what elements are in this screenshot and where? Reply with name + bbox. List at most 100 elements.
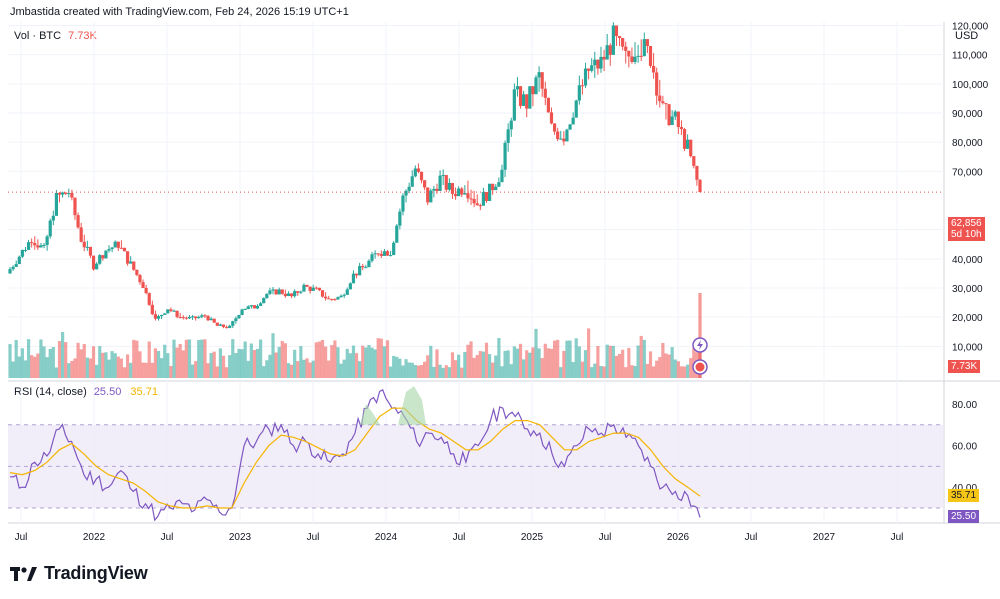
candle-body bbox=[633, 56, 637, 62]
volume-bar bbox=[342, 359, 346, 378]
tradingview-logo-icon bbox=[10, 566, 37, 581]
volume-bar bbox=[382, 346, 386, 378]
volume-bar bbox=[518, 343, 523, 378]
candle-body bbox=[293, 291, 297, 297]
volume-bar bbox=[472, 357, 476, 378]
volume-bar bbox=[101, 352, 105, 378]
candle-body bbox=[447, 182, 451, 190]
volume-bar bbox=[163, 344, 167, 378]
price-tick-label: 30,000 bbox=[952, 284, 983, 295]
volume-bar bbox=[611, 345, 615, 378]
volume-bar bbox=[228, 355, 232, 378]
bar-countdown: 5d 10h bbox=[951, 229, 982, 240]
volume-bar bbox=[370, 347, 374, 378]
rsi-ma-legend-value: 35.71 bbox=[130, 386, 158, 398]
candle-body bbox=[543, 88, 547, 98]
candle-body bbox=[497, 182, 501, 187]
price-tick-label: 40,000 bbox=[952, 255, 983, 266]
candle-body bbox=[342, 294, 346, 296]
currency-label[interactable]: USD bbox=[955, 30, 979, 42]
rsi-tag: 25.50 bbox=[948, 510, 980, 523]
volume-bar bbox=[500, 366, 504, 378]
candle-body bbox=[509, 120, 513, 130]
candle-body bbox=[596, 59, 600, 69]
candle-body bbox=[249, 305, 253, 307]
candle-body bbox=[98, 255, 102, 264]
candle-body bbox=[593, 59, 597, 66]
volume-legend-label: Vol · BTC bbox=[14, 30, 62, 42]
candle-body bbox=[398, 211, 402, 226]
volume-bar bbox=[314, 342, 318, 378]
volume-legend[interactable]: Vol · BTC 7.73K bbox=[14, 30, 97, 42]
candle-body bbox=[289, 293, 294, 297]
volume-bar bbox=[419, 364, 424, 378]
volume-bar bbox=[330, 345, 334, 378]
candle-body bbox=[48, 220, 52, 237]
volume-bar bbox=[76, 342, 80, 378]
tradingview-logo[interactable]: TradingView bbox=[10, 563, 148, 584]
volume-bar bbox=[605, 344, 609, 378]
rsi-legend[interactable]: RSI (14, close) 25.50 35.71 bbox=[14, 386, 158, 398]
volume-bar bbox=[265, 360, 269, 378]
candle-body bbox=[565, 129, 569, 142]
volume-bar bbox=[135, 340, 139, 378]
candle-body bbox=[178, 316, 182, 318]
candle-body bbox=[104, 250, 108, 259]
candle-body bbox=[531, 86, 535, 95]
candle-body bbox=[364, 267, 368, 269]
rsi-line bbox=[9, 388, 701, 522]
candle-body bbox=[392, 242, 396, 256]
volume-bar bbox=[67, 363, 71, 378]
candle-body bbox=[679, 127, 684, 130]
volume-bar bbox=[354, 353, 359, 378]
volume-bar bbox=[574, 338, 578, 378]
candle-body bbox=[695, 165, 699, 180]
volume-bar bbox=[45, 357, 49, 378]
volume-bar bbox=[614, 355, 619, 378]
volume-bar bbox=[73, 358, 77, 378]
candle-body bbox=[481, 192, 486, 206]
time-tick-label: 2022 bbox=[83, 532, 106, 543]
volume-bar bbox=[568, 340, 572, 378]
volume-bar bbox=[682, 366, 687, 378]
volume-tag: 7.73K bbox=[948, 360, 981, 373]
volume-bar bbox=[636, 345, 640, 378]
volume-bar bbox=[484, 342, 489, 378]
volume-bar bbox=[491, 362, 495, 378]
candle-body bbox=[280, 289, 284, 294]
candle-body bbox=[302, 284, 306, 292]
candle-body bbox=[472, 199, 476, 204]
candle-body bbox=[494, 186, 498, 191]
candle-body bbox=[636, 55, 640, 57]
candle-body bbox=[602, 56, 606, 60]
candle-body bbox=[135, 269, 139, 275]
volume-bar bbox=[91, 346, 96, 378]
candle-body bbox=[101, 255, 105, 259]
candle-body bbox=[39, 245, 43, 248]
volume-bar bbox=[429, 345, 433, 378]
volume-bar bbox=[599, 365, 603, 378]
volume-bar bbox=[129, 362, 133, 378]
volume-bar bbox=[221, 355, 226, 378]
volume-bar bbox=[224, 367, 229, 378]
volume-bar bbox=[110, 351, 114, 378]
volume-bar bbox=[308, 362, 312, 378]
last-price-value: 62,856 bbox=[951, 218, 982, 229]
volume-bar bbox=[621, 349, 625, 378]
volume-bar bbox=[299, 346, 303, 378]
candle-body bbox=[562, 138, 566, 142]
volume-bar bbox=[212, 351, 216, 378]
candle-body bbox=[33, 243, 37, 246]
candle-body bbox=[339, 295, 343, 298]
volume-bar bbox=[42, 346, 46, 378]
volume-bar bbox=[178, 343, 182, 378]
candle-body bbox=[286, 293, 291, 297]
volume-bar bbox=[215, 366, 219, 378]
candle-body bbox=[14, 264, 18, 267]
candle-body bbox=[686, 139, 690, 149]
volume-bar bbox=[361, 345, 365, 378]
volume-bar bbox=[209, 353, 213, 378]
rsi-tick-label: 40.00 bbox=[952, 483, 977, 494]
volume-bar bbox=[531, 347, 535, 378]
